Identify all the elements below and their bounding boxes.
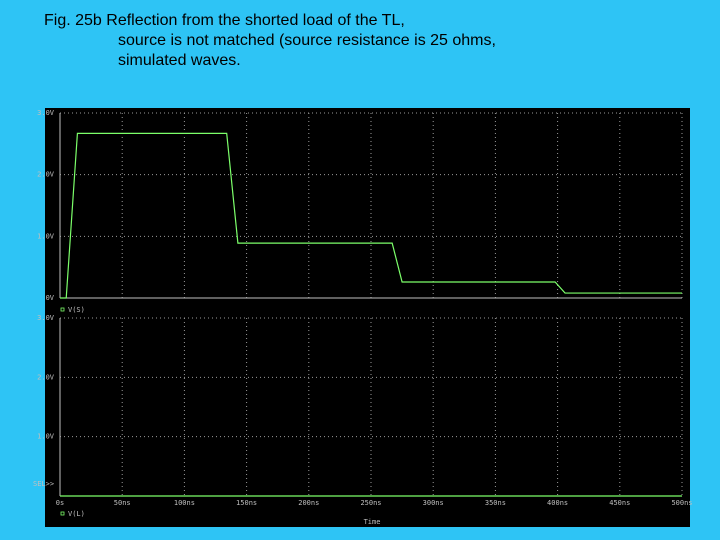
y-tick-label: 1.0V: [37, 232, 55, 240]
slide-title: Fig. 25b Reflection from the shorted loa…: [44, 12, 405, 29]
x-tick-label: 500ns: [671, 499, 692, 507]
series-line: [60, 132, 682, 299]
x-tick-label: 100ns: [174, 499, 195, 507]
y-tick-label: 2.0V: [37, 373, 55, 381]
legend-marker: [60, 307, 65, 312]
y-tick-label: 3.0V: [37, 314, 55, 322]
x-tick-label: 300ns: [423, 499, 444, 507]
x-tick-label: 350ns: [485, 499, 506, 507]
slide-title: source is not matched (source resistance…: [118, 32, 496, 49]
x-tick-label: 400ns: [547, 499, 568, 507]
x-tick-label: 150ns: [236, 499, 257, 507]
x-axis-label: Time: [364, 518, 381, 526]
x-tick-label: 200ns: [298, 499, 319, 507]
y-tick-label: 1.0V: [37, 433, 55, 441]
y-tick-label: 3.0V: [37, 109, 55, 117]
y-tick-label: 0V: [46, 294, 55, 302]
slide-title: simulated waves.: [118, 52, 241, 69]
plot-background: [45, 108, 690, 527]
sel-label: SEL>>: [33, 480, 54, 488]
legend-label: V(S): [68, 306, 85, 314]
x-tick-label: 50ns: [114, 499, 131, 507]
y-tick-label: 2.0V: [37, 171, 55, 179]
x-tick-label: 450ns: [609, 499, 630, 507]
x-tick-label: 0s: [56, 499, 64, 507]
x-tick-label: 250ns: [360, 499, 381, 507]
legend-label: V(L): [68, 510, 85, 518]
legend-marker: [60, 511, 65, 516]
